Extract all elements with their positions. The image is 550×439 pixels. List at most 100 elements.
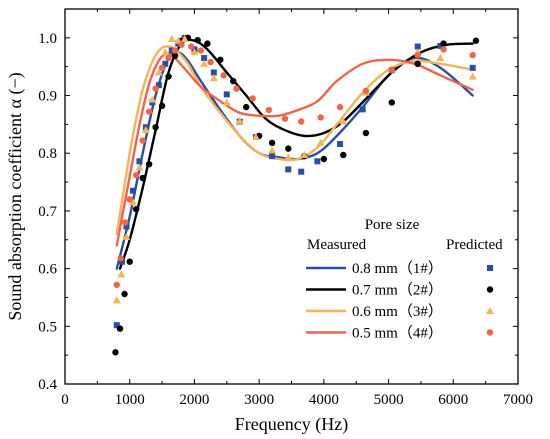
series-3-point (251, 133, 260, 141)
series-4-point (414, 51, 421, 59)
y-tick-label: 0.7 (38, 204, 57, 220)
y-tick-label: 0.6 (38, 262, 57, 278)
series-3-point (190, 48, 199, 56)
series-2-point (158, 102, 166, 110)
series-1-point (118, 258, 125, 265)
x-tick-label: 4000 (309, 392, 339, 408)
series-1-point (113, 322, 120, 329)
series-4-point (113, 281, 120, 288)
series-1-point (437, 42, 444, 49)
series-4-point (440, 46, 447, 53)
series-4-point (145, 108, 153, 115)
series-2-point (388, 99, 396, 106)
x-tick-label: 7000 (503, 392, 533, 408)
series-1-point (123, 223, 130, 230)
series-4-point (187, 43, 195, 50)
series-3-point (200, 59, 209, 67)
legend-measured-header: Measured (307, 237, 367, 253)
series-3-point (117, 270, 126, 278)
series-1-point (210, 69, 217, 76)
series-3-point (209, 74, 218, 82)
series-3-point (300, 150, 309, 158)
series-1-point (285, 166, 292, 173)
series-2-point (414, 60, 421, 68)
series-3-point (339, 117, 348, 125)
series-2-point (362, 129, 370, 137)
series-3-point (122, 232, 131, 240)
series-4-point (336, 103, 344, 111)
series-3-point (284, 153, 293, 161)
series-3-point (161, 48, 170, 56)
series-4-point (171, 47, 179, 54)
series-2-point (132, 205, 140, 213)
series-4-point (233, 85, 240, 92)
series-2-point (268, 139, 276, 147)
series-4-point (117, 255, 124, 262)
series-3-point (128, 198, 137, 206)
legend-label-1: 0.8 mm（1#） (352, 260, 443, 277)
series-2-point (194, 36, 201, 44)
legend-title: Pore size (365, 217, 420, 233)
series-4-point (126, 196, 133, 203)
series-3-point (235, 116, 244, 124)
series-2-point (152, 124, 159, 131)
legend-marker-2 (486, 286, 494, 293)
x-tick-label: 6000 (438, 392, 468, 408)
series-3-point (112, 296, 121, 304)
series-4-point (249, 95, 256, 102)
series-2-point (204, 40, 211, 47)
series-1-point (359, 106, 366, 113)
series-2-point (121, 290, 128, 298)
y-tick-label: 0.5 (38, 319, 57, 335)
series-2-point (217, 56, 224, 63)
series-2-point (285, 145, 292, 152)
series-3-point (180, 35, 189, 42)
series-4-point (178, 41, 185, 48)
x-tick-label: 3000 (244, 392, 274, 408)
series-1-point (223, 91, 230, 98)
series-1-point (314, 158, 321, 165)
series-4-point (207, 58, 214, 66)
legend-marker-1 (487, 265, 493, 271)
series-2-point (230, 77, 237, 85)
series-3-point (468, 72, 477, 80)
series-2-point (165, 73, 172, 80)
series-1-point (414, 43, 421, 50)
series-2-point (126, 258, 133, 265)
legend-label-2: 0.7 mm（2#） (352, 282, 443, 299)
series-3-point (316, 138, 325, 146)
legend-label-4: 0.5 mm（4#） (352, 325, 443, 342)
x-tick-label: 0 (61, 392, 69, 408)
series-2-point (320, 155, 328, 163)
series-2-point (472, 37, 480, 44)
legend-predicted-header: Predicted (446, 237, 503, 253)
series-1-point (168, 47, 175, 54)
series-3-point (167, 35, 176, 42)
y-tick-label: 1.0 (38, 31, 57, 47)
x-tick-label: 2000 (179, 392, 209, 408)
series-3-point (436, 54, 445, 62)
series-1-point (136, 158, 143, 165)
series-4-point (281, 115, 289, 122)
series-1-point (201, 55, 208, 62)
series-4-point (469, 51, 476, 59)
series-4-point (317, 114, 324, 121)
series-4-point (220, 72, 227, 79)
y-tick-label: 0.9 (38, 89, 57, 105)
series-4-point (165, 54, 172, 62)
series-2-curve (118, 38, 474, 270)
y-tick-label: 0.4 (38, 377, 57, 393)
series-4-point (362, 87, 370, 95)
series-3-point (222, 98, 231, 106)
y-tick-label: 0.8 (38, 146, 57, 162)
series-3-point (135, 163, 144, 171)
markers (112, 34, 480, 356)
series-1-point (129, 187, 136, 194)
legend-label-3: 0.6 mm（3#） (352, 303, 443, 320)
series-1-point (337, 141, 344, 147)
series-4-point (197, 47, 205, 54)
series-3-point (268, 146, 277, 154)
series-4-point (158, 64, 166, 72)
